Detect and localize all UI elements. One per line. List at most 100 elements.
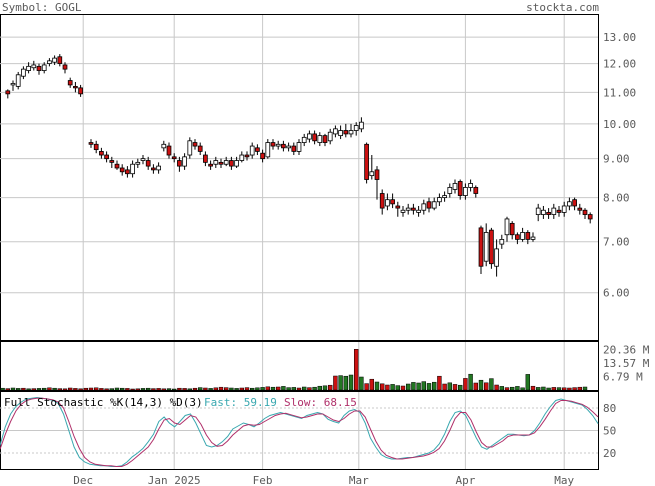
volume-bar — [120, 387, 125, 391]
candle-body — [499, 238, 505, 245]
candle-body — [109, 160, 115, 163]
candle-body — [343, 130, 349, 135]
volume-bar — [0, 387, 5, 391]
candle-body — [333, 128, 338, 135]
volume-bar — [83, 387, 88, 391]
candle-body — [587, 214, 593, 220]
volume-bar — [213, 387, 219, 391]
volume-bar — [426, 383, 432, 391]
volume-bar — [36, 388, 42, 391]
volume-bar — [73, 388, 78, 391]
x-label: Dec — [73, 474, 93, 486]
candle-body — [208, 163, 213, 167]
volume-bar — [541, 386, 546, 391]
candle-body — [520, 232, 525, 240]
candle-body — [255, 147, 260, 152]
volume-tick-label: 6.79 M — [603, 370, 643, 383]
candle-body — [411, 207, 416, 211]
stochastic-fast-line — [0, 396, 599, 467]
price-tick-label: 12.00 — [603, 58, 636, 71]
stochastic-tick-label: 20 — [603, 447, 616, 460]
candle-body — [338, 130, 343, 137]
candle-body — [567, 201, 572, 207]
x-label: Apr — [455, 474, 475, 486]
candle-body — [177, 160, 182, 167]
volume-bar — [130, 388, 135, 391]
volume-bar — [57, 388, 62, 391]
candle-body — [229, 160, 234, 167]
volume-bar — [182, 388, 187, 391]
candle-body — [291, 145, 297, 152]
candle-body — [223, 160, 229, 165]
volume-bar — [343, 375, 349, 391]
candle-body — [546, 211, 551, 215]
candle-body — [239, 154, 245, 161]
candle-body — [307, 133, 312, 140]
volume-bar — [307, 387, 312, 391]
volume-bar — [354, 349, 359, 391]
volume-bar — [395, 385, 401, 391]
candle-body — [182, 156, 187, 167]
volume-bar — [328, 384, 333, 391]
candle-body — [551, 207, 557, 215]
volume-bar — [161, 388, 167, 391]
volume-bar — [374, 381, 380, 391]
volume-tick-label: 20.36 M — [603, 343, 650, 356]
volume-bar — [78, 388, 83, 391]
x-label: May — [554, 474, 574, 486]
volume-bar — [42, 387, 47, 391]
candle-body — [93, 143, 99, 151]
volume-bar — [26, 388, 31, 391]
candle-body — [10, 83, 16, 86]
volume-bar — [234, 388, 239, 391]
candle-body — [145, 160, 151, 167]
candle-body — [62, 64, 68, 70]
candle-body — [161, 143, 167, 149]
candle-body — [359, 121, 364, 130]
volume-bar — [338, 375, 343, 391]
candle-body — [171, 156, 177, 160]
volume-bar — [400, 385, 406, 391]
volume-bar — [442, 383, 447, 391]
volume-bar — [333, 375, 338, 391]
candle-body — [348, 130, 354, 135]
candle-body — [478, 227, 484, 267]
x-label: Jan 2025 — [148, 474, 201, 486]
candle-body — [270, 142, 276, 147]
candle-body — [140, 158, 146, 161]
candle-body — [47, 60, 52, 64]
x-label: Mar — [349, 474, 369, 486]
candle-body — [281, 143, 286, 149]
candle-body — [36, 65, 42, 71]
volume-bar — [281, 386, 286, 391]
volume-bar — [156, 388, 161, 391]
volume-bar — [114, 387, 120, 391]
price-axis: 6.00 7.00 8.00 9.00 10.00 11.00 12.00 13.00 — [603, 31, 636, 300]
volume-bar — [291, 387, 297, 391]
candle-body — [535, 207, 541, 215]
volume-bar — [494, 384, 499, 391]
candle-body — [119, 167, 125, 173]
candle-body — [494, 248, 499, 267]
candle-body — [525, 232, 531, 240]
volume-bar — [125, 388, 130, 391]
volume-bar — [151, 388, 156, 391]
volume-bar — [88, 387, 94, 391]
volume-bar — [224, 387, 229, 391]
price-tick-label: 10.00 — [603, 118, 636, 131]
volume-bar — [192, 387, 198, 391]
candle-body — [5, 90, 11, 95]
candle-body — [561, 205, 567, 213]
volume-bar — [198, 387, 203, 391]
candle-body — [483, 232, 489, 262]
volume-bar — [208, 388, 213, 391]
volume-bar — [458, 384, 463, 391]
candle-body — [286, 145, 291, 149]
volume-bar — [16, 388, 21, 391]
volume-bar — [229, 387, 234, 391]
price-tick-label: 8.00 — [603, 192, 630, 205]
candle-body — [473, 187, 479, 194]
candle-body — [468, 183, 473, 188]
volume-bar — [582, 386, 588, 391]
volume-bar — [530, 385, 536, 391]
